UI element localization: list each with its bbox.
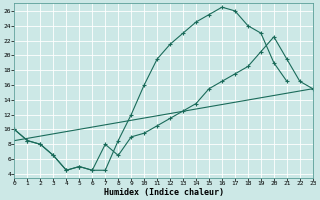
- X-axis label: Humidex (Indice chaleur): Humidex (Indice chaleur): [104, 188, 224, 197]
